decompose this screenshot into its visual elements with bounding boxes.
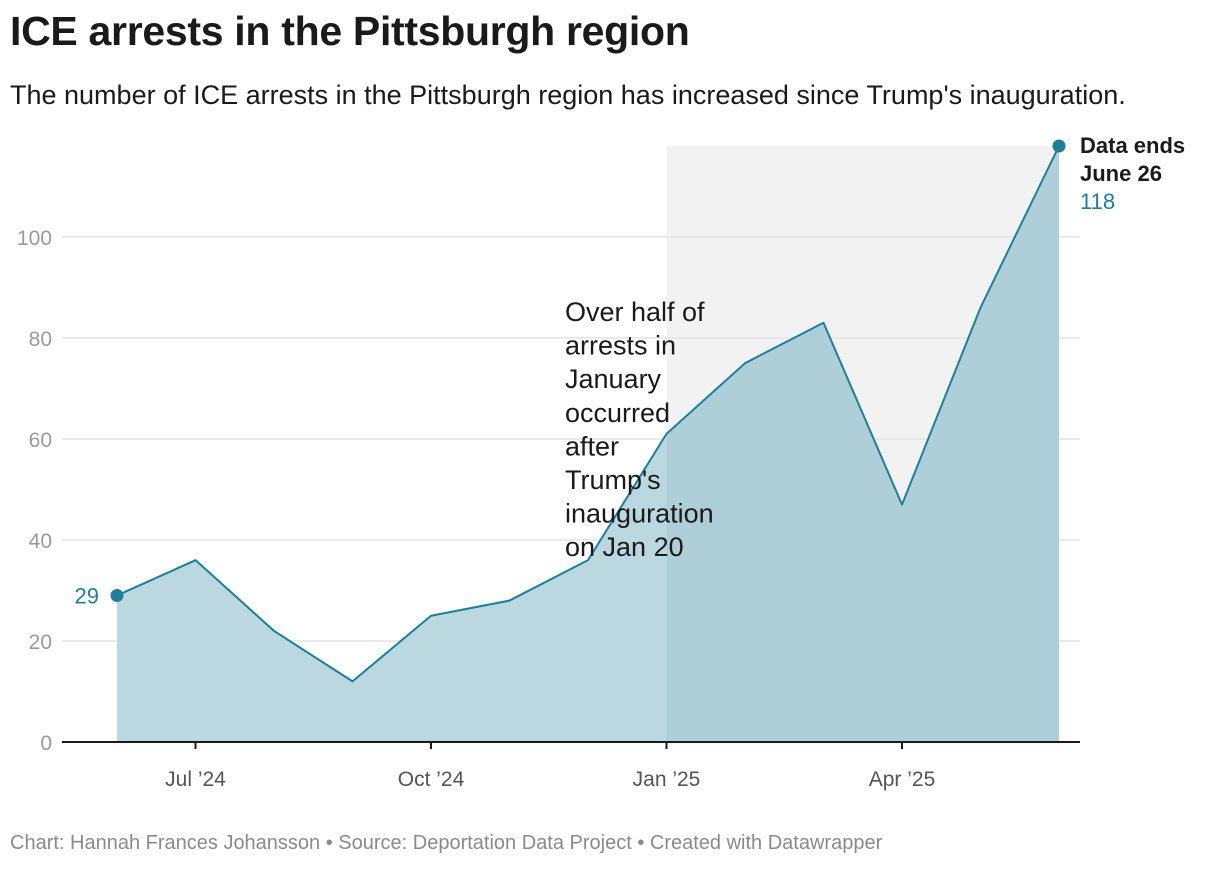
chart-footer: Chart: Hannah Frances Johansson • Source… bbox=[10, 832, 883, 854]
end-point-dot bbox=[1052, 139, 1066, 153]
y-tick-label: 0 bbox=[40, 732, 52, 755]
x-tick-label: Jul ’24 bbox=[165, 768, 226, 791]
end-value-label: 118 bbox=[1080, 189, 1115, 214]
y-tick-label: 100 bbox=[17, 227, 52, 250]
annotation-line: Trump's bbox=[565, 465, 661, 495]
annotation-line: after bbox=[565, 431, 619, 461]
annotation-line: occurred bbox=[565, 398, 670, 428]
y-tick-label: 80 bbox=[29, 328, 52, 351]
chart-subtitle: The number of ICE arrests in the Pittsbu… bbox=[10, 80, 1126, 110]
y-tick-label: 20 bbox=[29, 631, 52, 654]
end-label-line2: June 26 bbox=[1080, 161, 1162, 186]
end-label-line1: Data ends bbox=[1080, 133, 1185, 158]
annotation-line: January bbox=[565, 364, 662, 394]
start-value-label: 29 bbox=[75, 584, 99, 609]
chart-title: ICE arrests in the Pittsburgh region bbox=[10, 8, 690, 54]
annotation-line: inauguration bbox=[565, 499, 714, 529]
annotation-line: on Jan 20 bbox=[565, 532, 684, 562]
annotation-line: arrests in bbox=[565, 331, 676, 361]
series-line bbox=[116, 145, 1060, 683]
start-point-dot bbox=[110, 589, 124, 603]
y-tick-label: 40 bbox=[29, 530, 52, 553]
x-tick-label: Oct ’24 bbox=[398, 768, 465, 791]
area-fill bbox=[117, 146, 1059, 742]
x-tick-label: Apr ’25 bbox=[869, 768, 936, 791]
annotation-line: Over half of bbox=[565, 297, 705, 327]
area-highlight-fill bbox=[666, 146, 1059, 742]
x-tick-label: Jan ’25 bbox=[633, 768, 701, 791]
y-tick-label: 60 bbox=[29, 429, 52, 452]
